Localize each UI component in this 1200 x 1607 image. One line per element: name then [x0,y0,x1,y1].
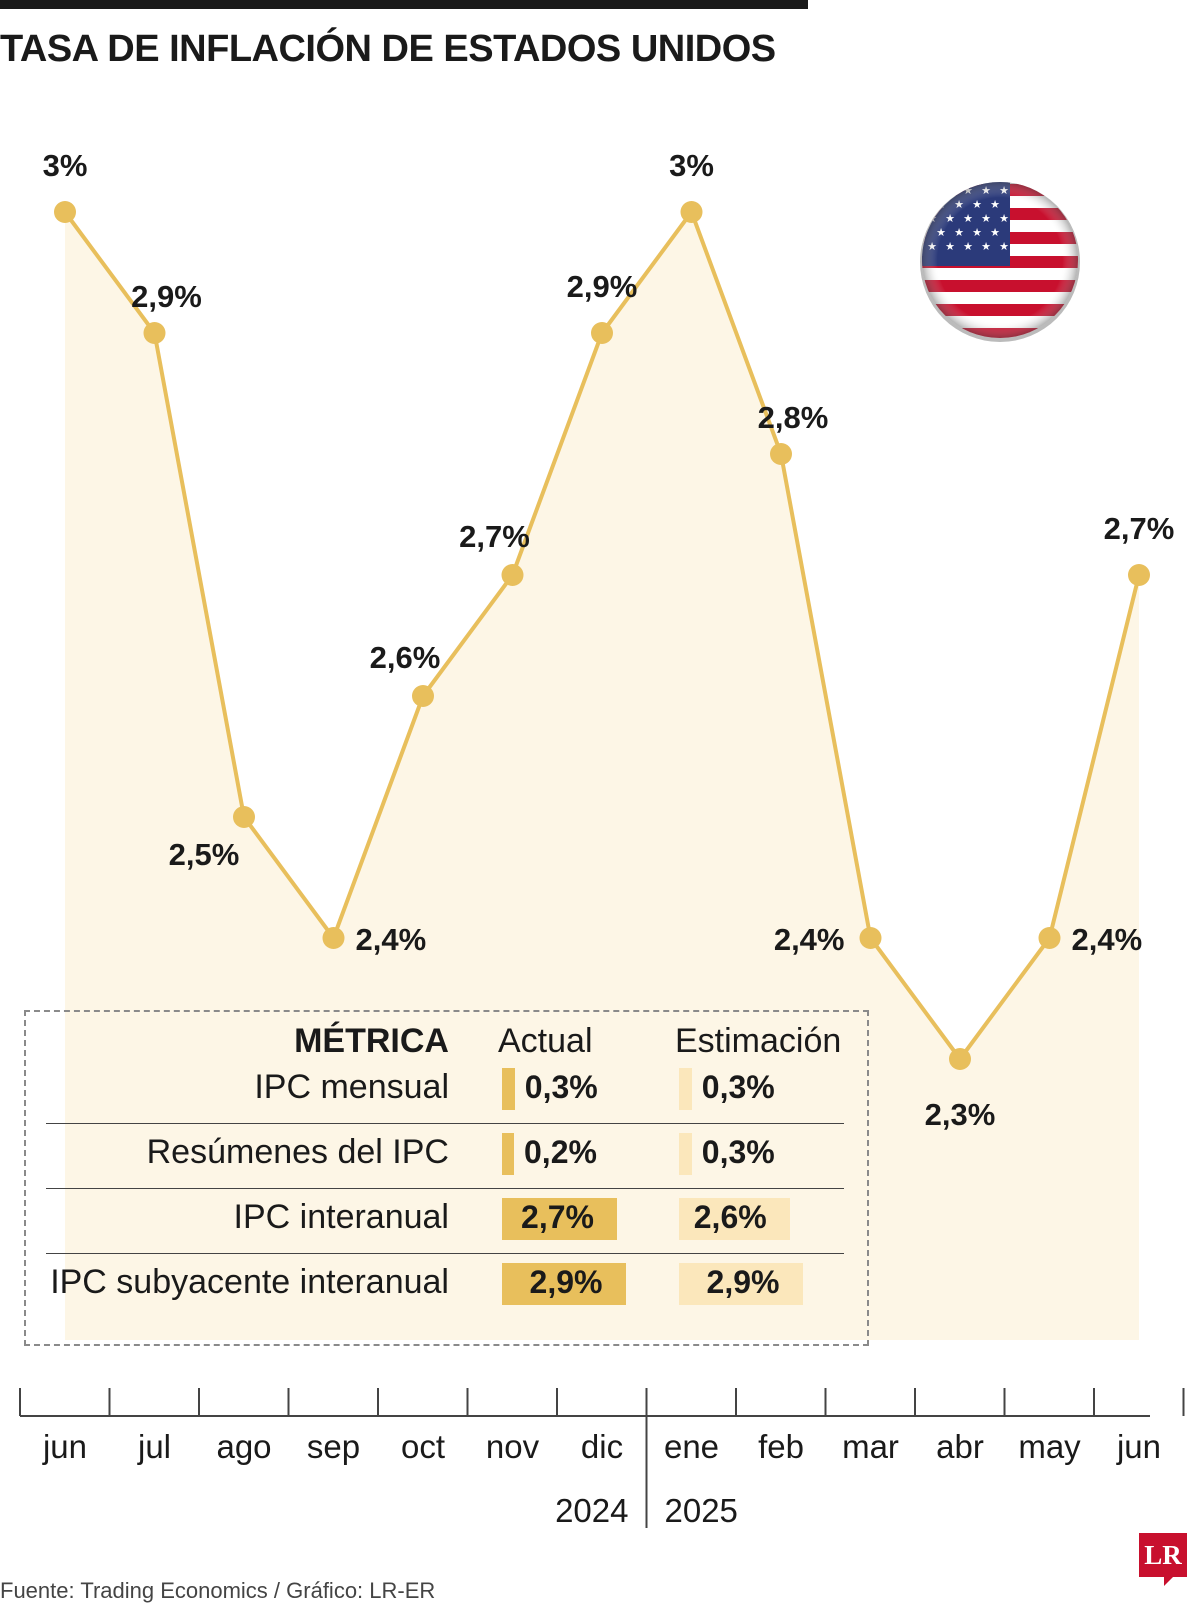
data-point [412,685,434,707]
data-point [143,322,166,344]
us-flag-icon: ★★★★★ ★★★★ ★★★★★ ★★★★ ★★★★★ [920,182,1080,342]
value-label: 2,8% [758,400,829,435]
metrics-table: MÉTRICA Actual Estimación IPC mensual 0,… [24,1010,869,1346]
year-label-2024: 2024 [555,1492,628,1529]
x-tick-label: abr [936,1428,984,1465]
estimate-header: Estimación [675,1022,842,1060]
x-tick-label: nov [486,1428,540,1465]
bar-actual [502,1133,514,1175]
x-tick-label: jul [137,1428,171,1465]
lr-logo: LR [1139,1533,1187,1577]
value-labels: 3% 2,9% 2,5% 2,4% 2,6% 2,7% 2,9% 3% 2,8% 2,4% 2,3%… [43,148,1175,1132]
actual-value: 2,7% [521,1199,594,1235]
actual-header: Actual [498,1022,593,1060]
bar-actual [502,1068,515,1110]
row-label-ipc-mensual: IPC mensual [254,1068,449,1106]
data-point [1038,927,1061,949]
data-point [680,201,703,223]
value-label: 2,4% [774,922,845,957]
value-label: 3% [43,148,88,183]
estimate-value: 2,6% [693,1199,767,1235]
row-divider [46,1188,844,1189]
area-fill [65,212,1139,1340]
row-divider [46,1253,844,1254]
x-tick-label: ene [664,1428,719,1465]
data-point [1128,564,1150,586]
row-label-ipc-interanual: IPC interanual [233,1198,449,1236]
actual-value: 0,3% [524,1069,598,1105]
bar-estimate [679,1068,692,1110]
x-ticks [19,1388,1185,1416]
value-label: 3% [669,148,714,183]
source-credit: Fuente: Trading Economics / Gráfico: LR-… [0,1578,436,1603]
lr-logo-tail [1164,1576,1174,1586]
x-tick-label: feb [758,1428,804,1465]
svg-text:★: ★ [927,184,937,197]
value-label: 2,7% [459,519,530,554]
value-label: 2,4% [1072,922,1143,957]
value-label: 2,6% [370,640,441,675]
bar-actual [502,1198,618,1240]
x-tick-label: jun [1116,1428,1161,1465]
year-label-2025: 2025 [665,1492,738,1529]
bar-actual [502,1263,626,1305]
actual-value: 2,9% [529,1264,603,1300]
data-points [54,201,1150,1070]
data-point [859,927,882,949]
x-tick-label: dic [581,1428,623,1465]
x-tick-label: may [1018,1428,1081,1465]
bar-estimate [679,1133,692,1175]
estimate-value: 2,9% [706,1264,780,1300]
value-label: 2,9% [567,269,638,304]
data-point [591,322,613,344]
estimate-value: 0,3% [701,1134,775,1170]
x-tick-label: sep [307,1428,360,1465]
value-label: 2,3% [925,1097,996,1132]
data-point [770,443,792,465]
metric-header: MÉTRICA [294,1022,449,1060]
svg-text:★: ★ [945,184,955,197]
inflation-chart: 3% 2,9% 2,5% 2,4% 2,6% 2,7% 2,9% 3% 2,8% 2,4% 2,3%… [19,148,1185,1529]
estimate-value: 0,3% [701,1069,775,1105]
x-tick-label: ago [216,1428,271,1465]
x-tick-label: mar [842,1428,899,1465]
value-label: 2,4% [356,922,427,957]
top-rule [0,0,808,9]
data-point [501,564,524,586]
value-label: 2,5% [169,837,240,872]
bar-estimate [679,1198,790,1240]
x-axis: jun jul ago sep oct nov dic ene feb mar abr may jun … [19,1388,1185,1529]
x-tick-labels: jun jul ago sep oct nov dic ene feb mar abr may jun [42,1428,1161,1465]
row-divider [46,1123,844,1124]
x-tick-label: oct [401,1428,445,1465]
data-point [949,1048,971,1070]
data-point [54,201,76,223]
value-label: 2,9% [131,279,202,314]
bar-estimate [679,1263,803,1305]
page-title: TASA DE INFLACIÓN DE ESTADOS UNIDOS [0,28,776,70]
data-point [233,806,255,828]
row-label-resumenes-ipc: Resúmenes del IPC [146,1133,449,1171]
data-point [322,927,345,949]
row-label-ipc-subyacente: IPC subyacente interanual [50,1263,449,1301]
actual-value: 0,2% [524,1134,597,1170]
value-label: 2,7% [1104,511,1175,546]
x-tick-label: jun [42,1428,87,1465]
